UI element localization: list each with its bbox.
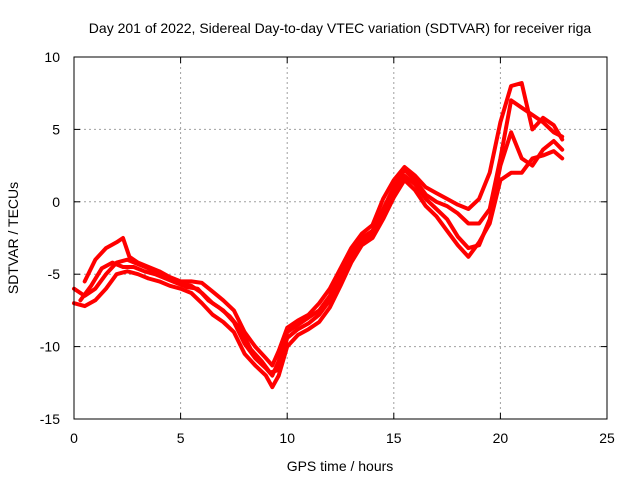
y-axis-label: SDTVAR / TECUs [5,182,21,294]
y-tick-label: -10 [40,339,60,355]
y-tick-label: -5 [48,266,61,282]
x-tick-label: 20 [493,430,509,446]
series-line-track-4 [78,130,565,375]
y-tick-label: 0 [52,194,60,210]
series-line-track-1 [72,98,565,378]
x-axis-label: GPS time / hours [287,458,394,474]
x-tick-label: 25 [599,430,615,446]
x-tick-label: 10 [279,430,295,446]
y-tick-label: 10 [44,49,60,65]
x-tick-label: 0 [70,430,78,446]
x-tick-label: 5 [177,430,185,446]
chart-title: Day 201 of 2022, Sidereal Day-to-day VTE… [89,20,592,36]
plot-frame [73,56,608,420]
series-line-track-3 [82,81,565,368]
x-tick-label: 15 [386,430,402,446]
series-layer [72,81,565,390]
y-tick-label: 5 [52,121,60,137]
y-tick-label: -15 [40,411,60,427]
axis-ticks: 0 5 10 15 20 25 -15 -10 -5 0 5 10 [40,49,615,446]
